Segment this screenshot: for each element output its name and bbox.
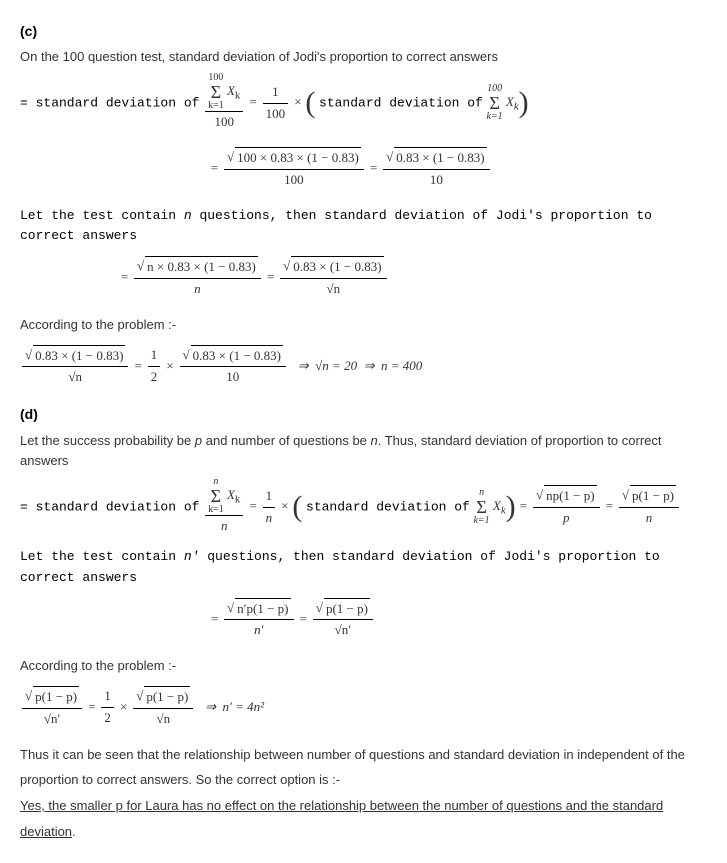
d-conclusion1: Thus it can be seen that the relationshi… (20, 745, 707, 766)
c-eq3: √0.83 × (1 − 0.83)√n = 12 × √0.83 × (1 −… (20, 345, 422, 389)
d-answer2: deviation. (20, 822, 707, 843)
eq-lead-d: = standard deviation of (20, 499, 199, 514)
c-let: Let the test contain n questions, then s… (20, 206, 707, 248)
d-conclusion2: proportion to correct answers. So the co… (20, 770, 707, 791)
d-let: Let the test contain n′ questions, then … (20, 547, 707, 589)
d-eq1: = standard deviation of nΣk=1 Xkn = 1n ×… (20, 477, 707, 537)
c-according: According to the problem :- (20, 315, 707, 336)
d-eq3: √p(1 − p)√n′ = 12 × √p(1 − p)√n ⇒ n′ = 4… (20, 686, 264, 730)
d-eq2: = √n′p(1 − p)n′ = √p(1 − p)√n′ (210, 598, 375, 642)
c-eq1: = standard deviation of 100Σk=1 Xk100 = … (20, 73, 707, 133)
eq-mid: standard deviation of (319, 96, 483, 111)
d-according: According to the problem :- (20, 656, 707, 677)
eq-lead: = standard deviation of (20, 96, 199, 111)
eq-mid-d: standard deviation of (306, 499, 470, 514)
d-line1: Let the success probability be p and num… (20, 431, 707, 473)
c-line1: On the 100 question test, standard devia… (20, 47, 707, 68)
section-d-label: (d) (20, 403, 707, 425)
c-eq1b: = √100 × 0.83 × (1 − 0.83)100 = √0.83 × … (210, 147, 492, 191)
d-answer: Yes, the smaller p for Laura has no effe… (20, 796, 707, 817)
c-eq2: = √n × 0.83 × (1 − 0.83)n = √0.83 × (1 −… (120, 256, 389, 300)
section-c-label: (c) (20, 20, 707, 42)
